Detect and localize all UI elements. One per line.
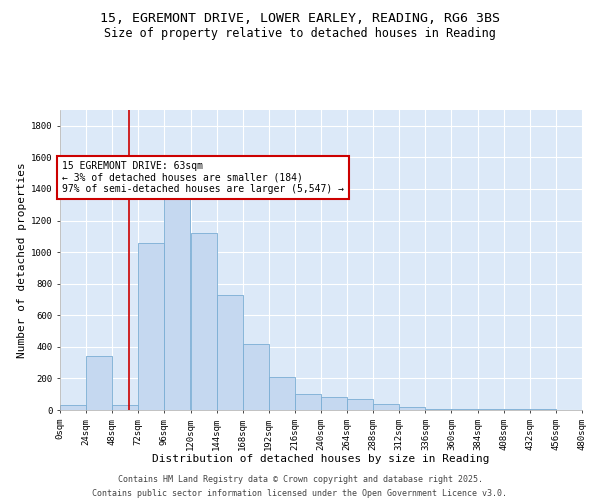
Y-axis label: Number of detached properties: Number of detached properties: [17, 162, 26, 358]
Bar: [347, 399, 373, 410]
Text: Contains HM Land Registry data © Crown copyright and database right 2025.
Contai: Contains HM Land Registry data © Crown c…: [92, 476, 508, 498]
Bar: [478, 409, 504, 410]
Bar: [191, 233, 217, 410]
Bar: [400, 407, 425, 410]
Bar: [139, 242, 164, 410]
X-axis label: Distribution of detached houses by size in Reading: Distribution of detached houses by size …: [152, 454, 490, 464]
Bar: [60, 406, 86, 410]
Bar: [112, 406, 138, 410]
Text: Size of property relative to detached houses in Reading: Size of property relative to detached ho…: [104, 28, 496, 40]
Bar: [451, 409, 478, 410]
Text: 15, EGREMONT DRIVE, LOWER EARLEY, READING, RG6 3BS: 15, EGREMONT DRIVE, LOWER EARLEY, READIN…: [100, 12, 500, 26]
Bar: [425, 409, 452, 410]
Bar: [504, 409, 530, 410]
Bar: [321, 398, 347, 410]
Text: 15 EGREMONT DRIVE: 63sqm
← 3% of detached houses are smaller (184)
97% of semi-d: 15 EGREMONT DRIVE: 63sqm ← 3% of detache…: [62, 160, 344, 194]
Bar: [86, 356, 112, 410]
Bar: [530, 409, 556, 410]
Bar: [269, 377, 295, 410]
Bar: [242, 344, 269, 410]
Bar: [373, 404, 400, 410]
Bar: [164, 176, 190, 410]
Bar: [217, 294, 242, 410]
Bar: [295, 394, 321, 410]
